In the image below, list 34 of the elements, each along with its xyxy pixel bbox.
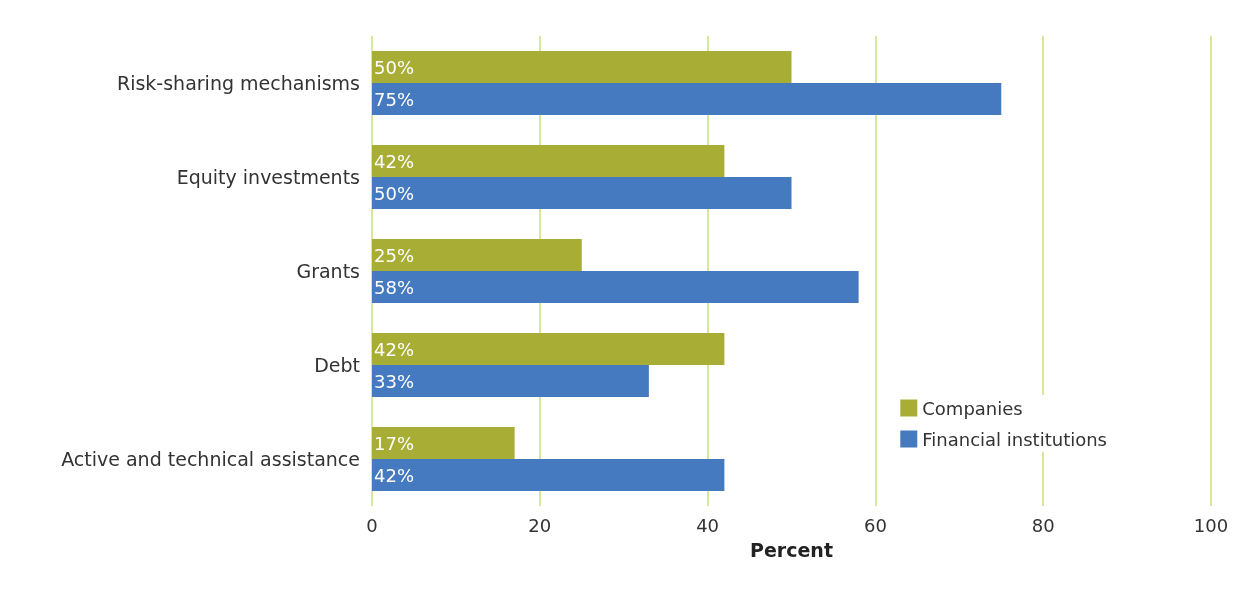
- legend-label: Companies: [922, 397, 1023, 419]
- legend-label: Financial institutions: [922, 428, 1108, 450]
- bar: [372, 271, 859, 303]
- data-label: 58%: [374, 276, 415, 298]
- data-label: 25%: [374, 244, 415, 266]
- data-label: 33%: [374, 370, 415, 392]
- bar: [372, 427, 515, 459]
- data-label: 50%: [374, 182, 415, 204]
- y-tick-label: Debt: [314, 354, 360, 376]
- x-tick-label: 40: [696, 514, 720, 536]
- bar: [372, 177, 792, 209]
- y-tick-label: Equity investments: [176, 166, 360, 188]
- bar: [372, 145, 725, 177]
- data-label: 50%: [374, 56, 415, 78]
- bar: [372, 365, 649, 397]
- data-label: 42%: [374, 464, 415, 486]
- data-label: 42%: [374, 150, 415, 172]
- x-tick-label: 80: [1031, 514, 1055, 536]
- data-label: 42%: [374, 338, 415, 360]
- bar: [372, 459, 725, 491]
- bar: [372, 239, 582, 271]
- y-tick-label: Risk-sharing mechanisms: [116, 72, 360, 94]
- x-tick-label: 60: [863, 514, 887, 536]
- bar: [372, 83, 1002, 115]
- bar: [372, 333, 725, 365]
- y-tick-label: Grants: [296, 260, 360, 282]
- bar: [372, 51, 792, 83]
- x-tick-label: 100: [1193, 514, 1229, 536]
- data-label: 17%: [374, 432, 415, 454]
- x-axis-title: Percent: [750, 538, 833, 561]
- y-tick-label: Active and technical assistance: [61, 448, 360, 470]
- x-tick-label: 0: [366, 514, 378, 536]
- x-tick-label: 20: [528, 514, 552, 536]
- data-label: 75%: [374, 88, 415, 110]
